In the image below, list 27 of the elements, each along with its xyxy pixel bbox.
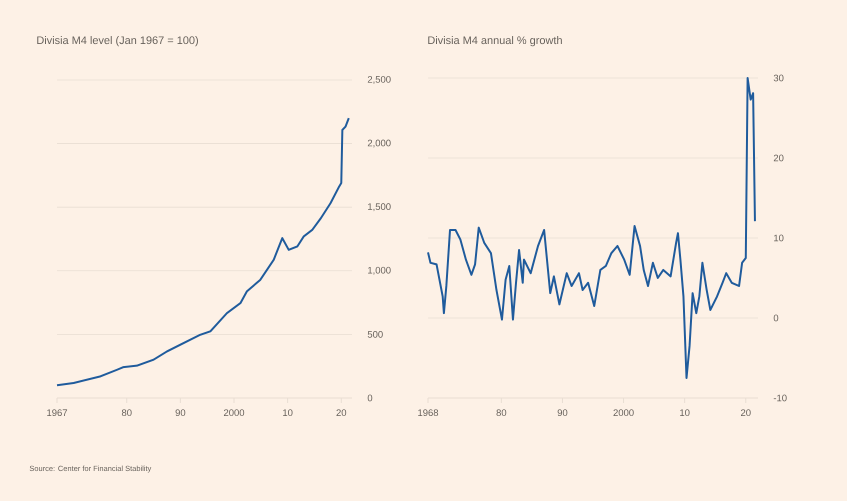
y-tick-label: 0 (368, 394, 372, 402)
line-series (427, 76, 756, 379)
x-tick-label: 20 (336, 409, 346, 416)
y-tick-label: 1,500 (368, 203, 391, 212)
chart-title: Divisia M4 annual % growth (428, 36, 562, 46)
y-tick-label: -10 (774, 394, 787, 402)
y-tick-label: 0 (774, 314, 778, 322)
x-tick-label: 10 (680, 409, 690, 416)
x-tick-label: 80 (496, 409, 506, 416)
chart-title: Divisia M4 level (Jan 1967 = 100) (37, 36, 198, 46)
x-tick-label: 1967 (47, 409, 68, 416)
x-tick-label: 80 (122, 409, 132, 416)
x-tick-label: 10 (283, 409, 293, 416)
y-tick-label: 2,500 (368, 76, 391, 84)
y-tick-label: 500 (368, 331, 383, 338)
x-tick-label: 90 (176, 409, 186, 416)
x-tick-label: 20 (740, 409, 751, 416)
y-tick-label: 20 (774, 154, 784, 162)
y-tick-label: 1,000 (368, 266, 391, 275)
line-series (56, 117, 350, 386)
y-tick-label: 2,000 (368, 140, 391, 148)
x-tick-label: 2000 (224, 409, 244, 416)
y-tick-label: 30 (774, 74, 784, 82)
x-tick-label: 1968 (418, 409, 438, 416)
x-tick-label: 90 (558, 409, 568, 416)
y-tick-label: 10 (774, 234, 784, 242)
x-tick-label: 2000 (614, 409, 634, 416)
